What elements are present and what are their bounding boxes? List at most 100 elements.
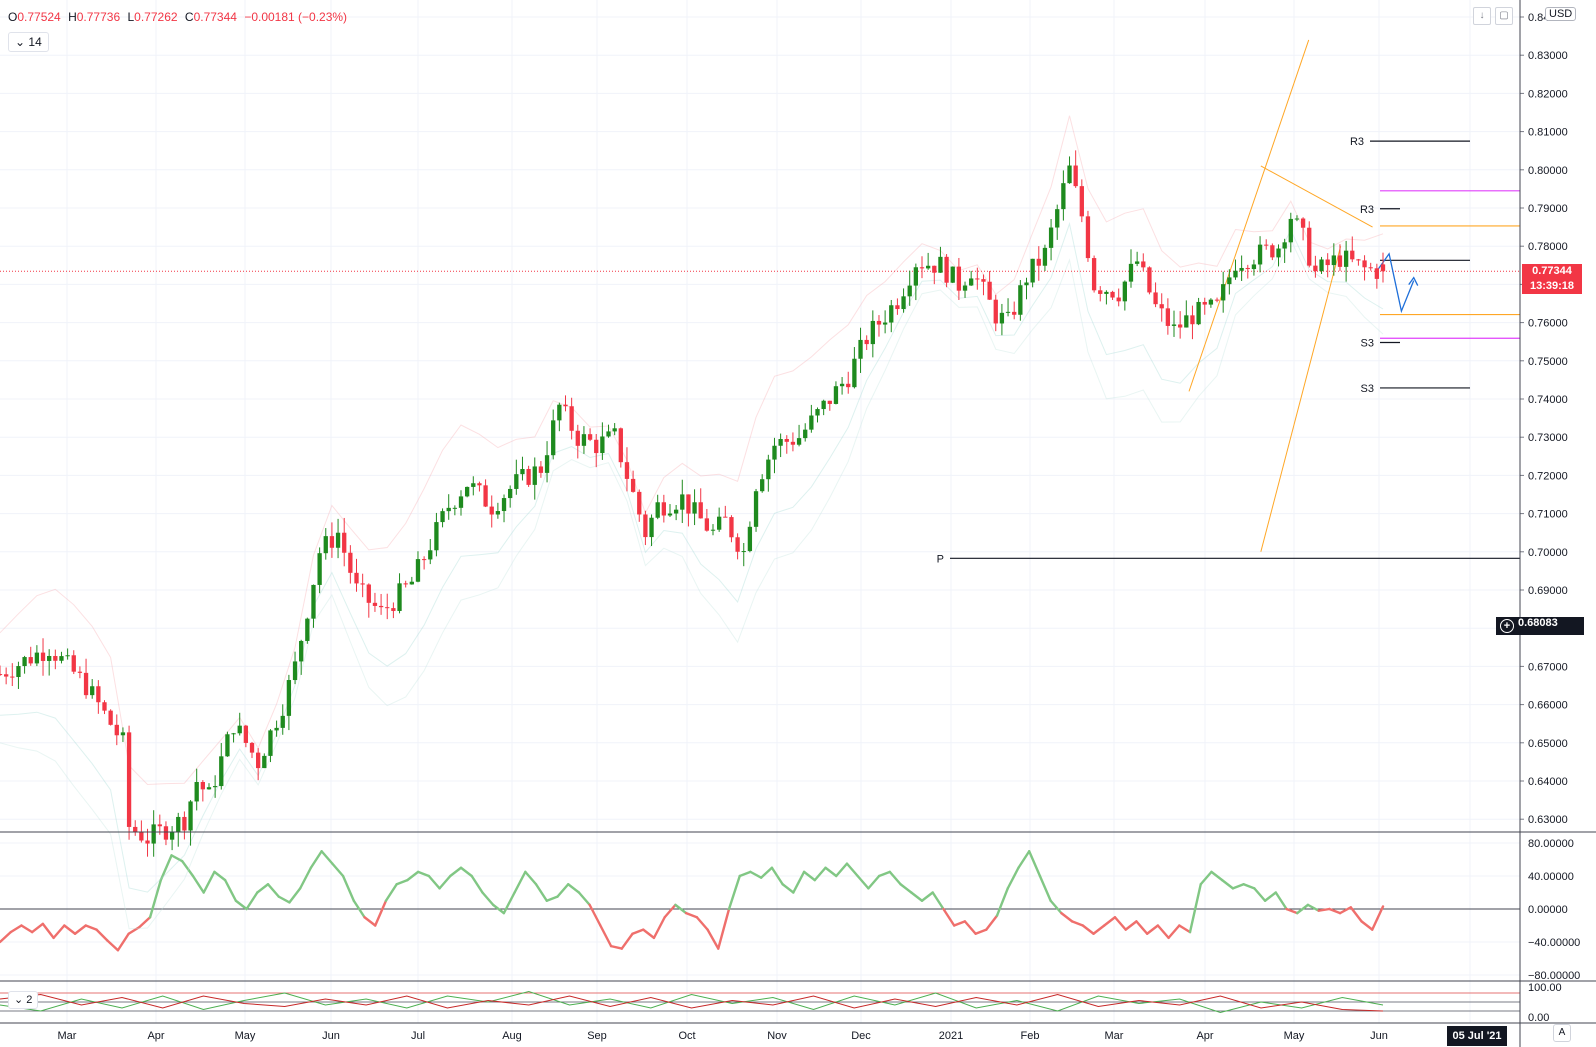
candle-body — [815, 409, 820, 416]
osc-segment — [1081, 924, 1095, 935]
candle-body — [821, 400, 826, 410]
candle-body — [514, 474, 519, 489]
osc-segment — [770, 866, 784, 886]
osc-y-tick-label: 0.00000 — [1528, 904, 1568, 916]
osc-segment — [663, 903, 677, 919]
osc-segment — [352, 899, 366, 919]
y-tick-label: 0.78000 — [1528, 241, 1568, 253]
candle-body — [342, 532, 347, 553]
osc-segment — [609, 944, 624, 950]
osc-segment — [942, 907, 956, 927]
candle-body — [673, 509, 679, 514]
candle-body — [901, 296, 906, 310]
osc-segment — [374, 899, 388, 927]
change-value: −0.00181 (−0.23%) — [244, 10, 348, 24]
candle-body — [637, 491, 642, 515]
osc-segment — [620, 932, 634, 950]
candle-body — [508, 488, 513, 499]
current-price-value: 0.77344 — [1532, 265, 1572, 277]
x-tick-label: Jun — [322, 1030, 340, 1042]
candle-body — [428, 550, 433, 560]
candle-body — [323, 536, 328, 554]
indicator-toggle-button-2[interactable]: ⌄ 2 — [8, 991, 39, 1009]
candle-body — [698, 502, 703, 519]
pivot-level-label: R3 — [1360, 204, 1374, 216]
osc-segment — [556, 883, 570, 898]
osc-segment — [266, 883, 280, 898]
candle-body — [569, 406, 574, 431]
candle-body — [913, 267, 919, 286]
candle-body — [1165, 308, 1171, 326]
chart-grid — [0, 0, 1520, 1023]
candle-body — [1356, 259, 1361, 261]
osc-segment — [427, 874, 441, 890]
osc-segment — [856, 874, 870, 890]
osc-segment — [974, 928, 988, 935]
candle-body — [206, 787, 212, 790]
candle-body — [895, 305, 900, 310]
candle-body — [1147, 267, 1152, 293]
osc-segment — [449, 866, 463, 878]
candle-body — [741, 551, 746, 553]
candle-body — [526, 468, 531, 485]
candle-body — [827, 400, 832, 404]
open-value: 0.77524 — [17, 10, 61, 24]
osc-segment — [256, 883, 270, 894]
auto-scale-button[interactable]: A — [1553, 1024, 1571, 1042]
candle-body — [1239, 267, 1244, 271]
maximize-icon[interactable]: ▢ — [1495, 7, 1513, 25]
x-tick-label: Feb — [1021, 1030, 1040, 1042]
osc-segment — [1242, 883, 1256, 890]
arrow-down-icon[interactable]: ↓ — [1473, 7, 1491, 25]
plus-icon[interactable]: + — [1500, 619, 1514, 633]
osc-segment — [738, 870, 752, 878]
candle-body — [483, 485, 488, 507]
candle-body — [446, 507, 451, 512]
candle-body — [975, 278, 980, 280]
candle-body — [372, 602, 378, 606]
candle-body — [311, 584, 316, 619]
candle-body — [1048, 227, 1054, 248]
candle-body — [649, 517, 654, 538]
candle-body — [1030, 258, 1035, 283]
candle-body — [864, 339, 869, 345]
candle-body — [544, 455, 550, 473]
osc-segment — [717, 907, 731, 950]
candle-body — [53, 655, 58, 661]
osc-segment — [835, 862, 849, 878]
osc-segment — [1092, 924, 1106, 935]
osc-segment — [1285, 907, 1299, 915]
candle-body — [403, 583, 408, 585]
stochastic-series — [0, 990, 1520, 1014]
candle-body — [169, 832, 175, 840]
candle-body — [1221, 284, 1226, 301]
osc-segment — [202, 870, 216, 894]
indicator-value: 14 — [28, 35, 42, 49]
currency-badge[interactable]: USD — [1545, 7, 1577, 21]
indicator-toggle-button[interactable]: ⌄ 14 — [8, 32, 49, 52]
x-tick-label: Jul — [411, 1030, 425, 1042]
osc-segment — [1274, 891, 1288, 911]
candle-body — [434, 522, 439, 551]
candle-body — [1116, 297, 1121, 302]
candle-body — [1331, 255, 1336, 266]
osc-segment — [792, 870, 806, 894]
candle-body — [852, 358, 857, 388]
candle-body — [366, 584, 371, 603]
candle-body — [397, 583, 402, 611]
candle-body — [538, 466, 544, 473]
x-tick-label: Mar — [58, 1030, 77, 1042]
osc-segment — [599, 924, 613, 948]
candle-body — [624, 462, 630, 479]
candle-body — [1288, 218, 1293, 243]
y-tick-label: 0.63000 — [1528, 814, 1568, 826]
osc-segment — [920, 891, 934, 902]
y-tick-label: 0.71000 — [1528, 509, 1568, 521]
candle-body — [1141, 261, 1146, 268]
osc-segment — [1210, 870, 1224, 882]
candle-body — [661, 502, 666, 516]
candle-body — [950, 266, 955, 283]
candle-body — [1362, 260, 1367, 268]
candle-body — [1042, 247, 1048, 266]
